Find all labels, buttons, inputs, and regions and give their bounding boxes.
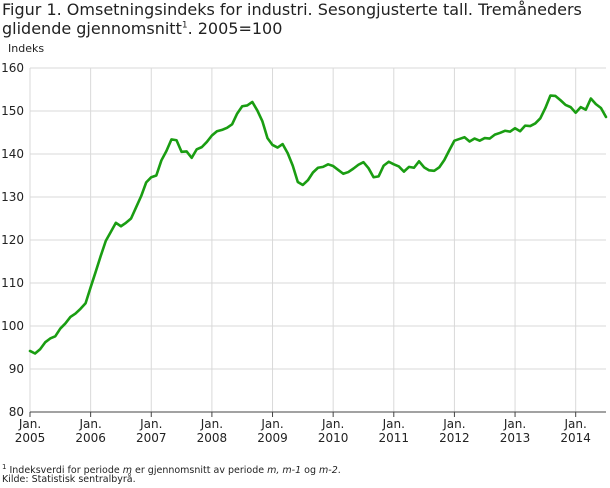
- x-tick-label-month-2005: Jan.: [18, 417, 41, 431]
- x-axis-ticks: Jan.2005Jan.2006Jan.2007Jan.2008Jan.2009…: [15, 412, 591, 445]
- x-tick-label-year-2011: 2011: [379, 431, 410, 445]
- x-tick-label-year-2013: 2013: [500, 431, 531, 445]
- y-tick-label-110: 110: [1, 276, 24, 290]
- y-tick-label-160: 160: [1, 61, 24, 75]
- y-tick-label-150: 150: [1, 104, 24, 118]
- y-tick-label-130: 130: [1, 190, 24, 204]
- footnote-var-m: m: [122, 465, 133, 477]
- x-tick-label-year-2006: 2006: [75, 431, 106, 445]
- x-tick-label-year-2010: 2010: [318, 431, 349, 445]
- y-axis-label: Indeks: [8, 42, 45, 55]
- y-tick-label-140: 140: [1, 147, 24, 161]
- x-tick-label-month-2009: Jan.: [260, 417, 283, 431]
- y-axis-ticks: 80 90 100 110 120 130 140 150 160: [1, 61, 24, 419]
- footnote-text-3: og: [301, 465, 320, 477]
- x-tick-label-month-2008: Jan.: [200, 417, 223, 431]
- footnote-marker: 1: [2, 463, 7, 471]
- chart-title-main: Figur 1. Omsetningsindeks for industri. …: [2, 0, 582, 38]
- footnote: 1 Indeksverdi for periode m er gjennomsn…: [2, 461, 341, 477]
- x-tick-label-year-2014: 2014: [560, 431, 591, 445]
- chart-title-footnote-marker: 1: [181, 20, 188, 31]
- series-line-0: [28, 94, 608, 355]
- y-tick-label-90: 90: [9, 362, 24, 376]
- x-tick-label-year-2005: 2005: [15, 431, 46, 445]
- grid: [29, 67, 606, 412]
- chart-title: Figur 1. Omsetningsindeks for industri. …: [2, 0, 606, 38]
- x-tick-label-year-2012: 2012: [439, 431, 470, 445]
- x-tick-label-month-2010: Jan.: [321, 417, 344, 431]
- x-tick-label-year-2009: 2009: [257, 431, 288, 445]
- x-tick-label-month-2013: Jan.: [503, 417, 526, 431]
- y-tick-label-120: 120: [1, 233, 24, 247]
- y-tick-label-100: 100: [1, 319, 24, 333]
- footnote-text-2: er gjennomsnitt av periode: [132, 465, 268, 477]
- series-group: [28, 94, 608, 355]
- x-tick-label-month-2014: Jan.: [564, 417, 587, 431]
- footnote-var-m-m1: m, m-1: [267, 465, 302, 477]
- footnote-text-end: .: [337, 465, 341, 477]
- x-tick-label-year-2008: 2008: [197, 431, 228, 445]
- x-tick-label-month-2011: Jan.: [382, 417, 405, 431]
- footnote-var-m2: m-2: [319, 465, 338, 477]
- x-tick-label-month-2007: Jan.: [139, 417, 162, 431]
- x-tick-label-month-2012: Jan.: [442, 417, 465, 431]
- chart-title-tail: . 2005=100: [187, 19, 283, 38]
- footnote-text-1: Indeksverdi for periode: [6, 465, 123, 477]
- y-tick-label-80: 80: [9, 405, 24, 419]
- x-tick-label-month-2006: Jan.: [78, 417, 101, 431]
- source-note: Kilde: Statistisk sentralbyrå.: [2, 474, 136, 485]
- x-tick-label-year-2007: 2007: [136, 431, 167, 445]
